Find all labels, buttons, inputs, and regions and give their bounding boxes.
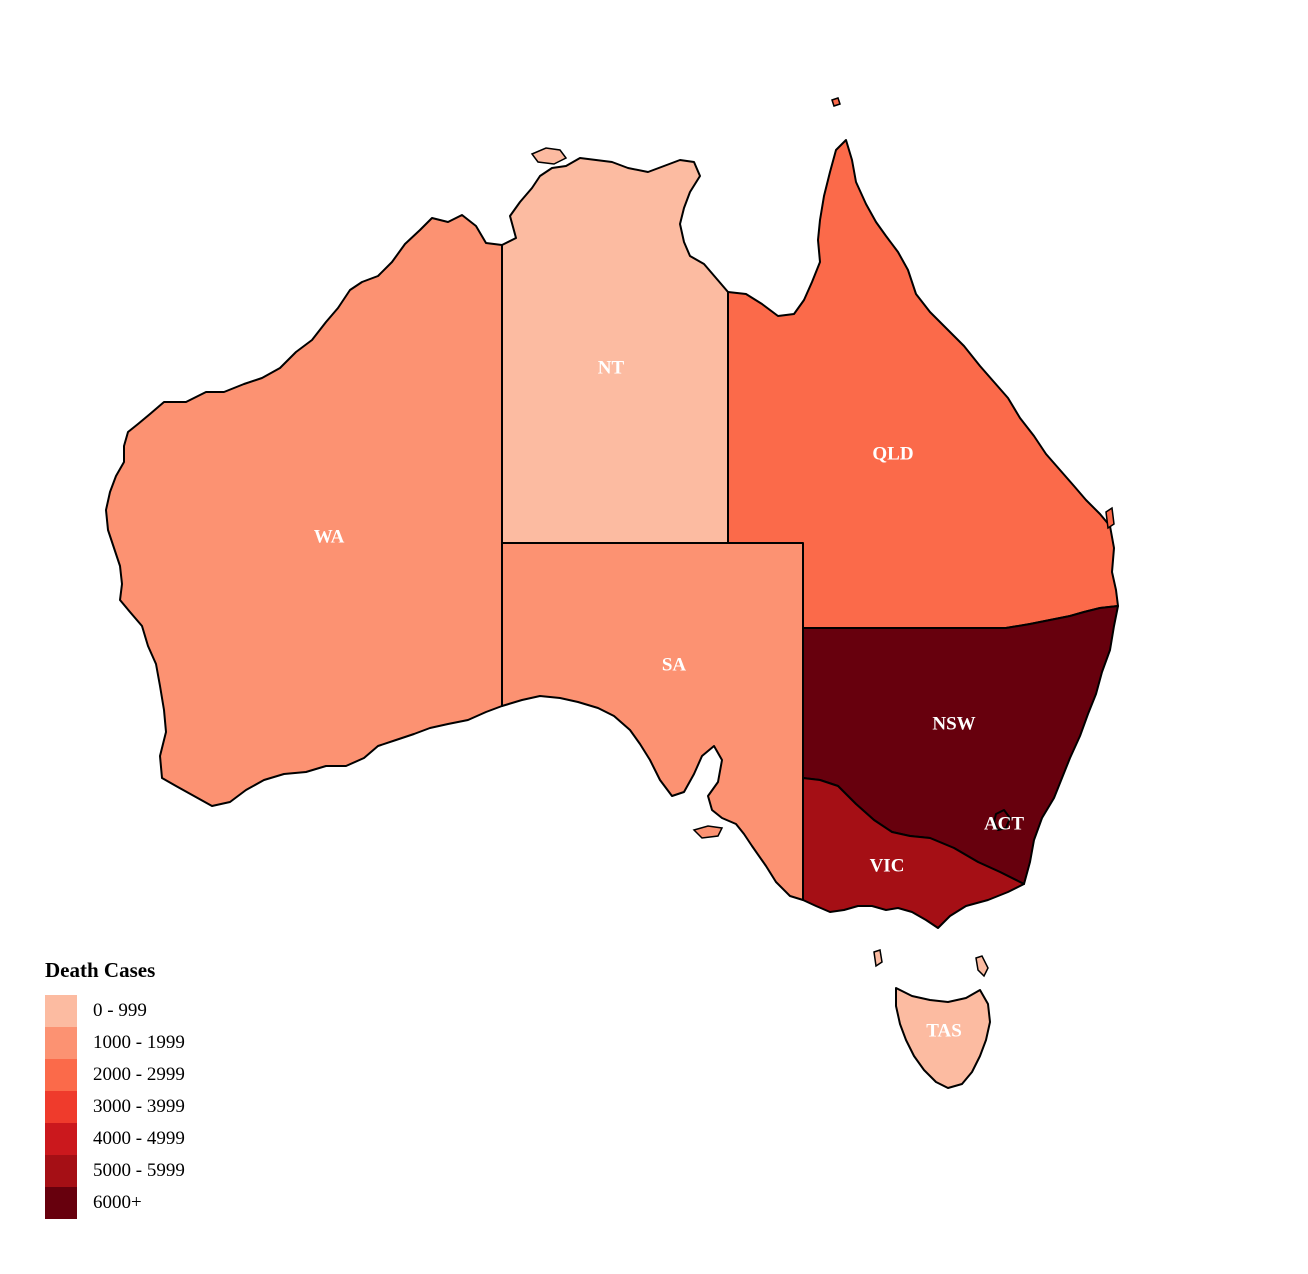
state-vic[interactable] <box>802 777 1025 929</box>
legend-label: 2000 - 2999 <box>93 1064 185 1085</box>
legend-label: 4000 - 4999 <box>93 1128 185 1149</box>
king-island <box>873 949 883 968</box>
label-nsw: NSW <box>932 713 975 734</box>
legend-label: 5000 - 5999 <box>93 1160 185 1181</box>
legend-item: 5000 - 5999 <box>45 1155 185 1187</box>
kangaroo-island <box>692 825 724 839</box>
legend-swatch <box>45 1091 77 1123</box>
legend-item: 4000 - 4999 <box>45 1123 185 1155</box>
fraser-island <box>1105 506 1115 530</box>
legend-items: 0 - 999 1000 - 1999 2000 - 2999 3000 - 3… <box>45 995 185 1219</box>
legend-item: 1000 - 1999 <box>45 1027 185 1059</box>
legend-swatch <box>45 1187 77 1219</box>
legend-swatch <box>45 995 77 1027</box>
state-wa[interactable] <box>105 214 503 807</box>
legend-item: 0 - 999 <box>45 995 185 1027</box>
label-nt: NT <box>598 357 625 378</box>
legend-item: 6000+ <box>45 1187 185 1219</box>
legend-label: 1000 - 1999 <box>93 1032 185 1053</box>
state-act[interactable] <box>993 809 1011 831</box>
legend-item: 3000 - 3999 <box>45 1091 185 1123</box>
state-nt[interactable] <box>501 157 729 544</box>
flinders-island <box>975 955 989 978</box>
label-qld: QLD <box>872 443 913 464</box>
legend-swatch <box>45 1059 77 1091</box>
label-tas: TAS <box>926 1020 962 1041</box>
torres-strait-island <box>831 97 841 107</box>
legend-label: 6000+ <box>93 1192 142 1213</box>
legend-swatch <box>45 1027 77 1059</box>
melville-island <box>530 147 568 165</box>
legend-swatch <box>45 1155 77 1187</box>
label-sa: SA <box>662 654 687 675</box>
legend-label: 0 - 999 <box>93 1000 147 1021</box>
label-act: ACT <box>984 813 1024 834</box>
state-sa[interactable] <box>501 542 804 901</box>
label-vic: VIC <box>870 855 905 876</box>
legend-title: Death Cases <box>45 958 156 982</box>
legend: Death Cases 0 - 999 1000 - 1999 2000 - 2… <box>45 958 185 1219</box>
state-tas[interactable] <box>895 987 991 1089</box>
legend-swatch <box>45 1123 77 1155</box>
legend-item: 2000 - 2999 <box>45 1059 185 1091</box>
label-wa: WA <box>314 526 345 547</box>
legend-label: 3000 - 3999 <box>93 1096 185 1117</box>
